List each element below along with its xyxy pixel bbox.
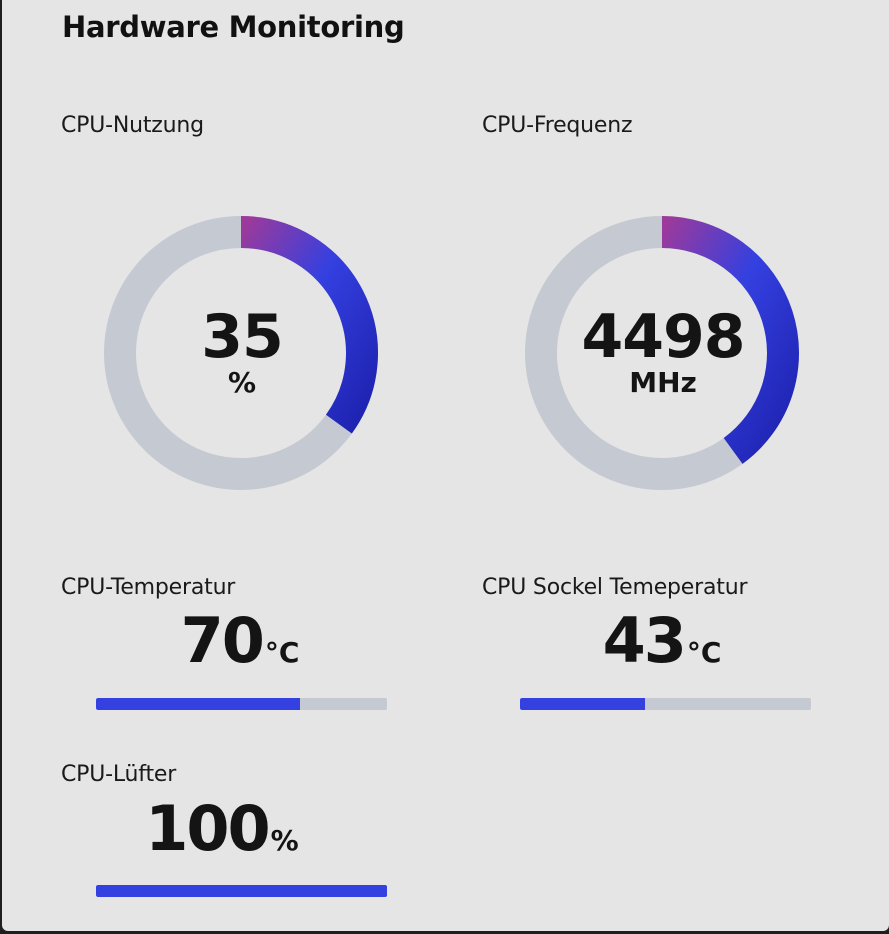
cpu-temperature-bar-fill bbox=[96, 698, 300, 710]
cpu-fan-readout: 100% bbox=[72, 792, 372, 865]
panel-title: Hardware Monitoring bbox=[62, 10, 405, 44]
socket-temperature-unit: °C bbox=[686, 636, 722, 669]
cpu-usage-gauge-arc bbox=[240, 216, 378, 434]
cpu-fan-bar bbox=[96, 885, 387, 897]
cpu-usage-value: 35 bbox=[201, 302, 283, 372]
cpu-temperature-readout: 70°C bbox=[90, 604, 390, 677]
cpu-fan-value: 100 bbox=[145, 792, 270, 865]
cpu-usage-readout: 35 % bbox=[102, 212, 382, 492]
cpu-usage-label: CPU-Nutzung bbox=[61, 113, 204, 138]
cpu-temperature-bar bbox=[96, 698, 387, 710]
cpu-usage-gauge: 35 % bbox=[102, 212, 382, 492]
cpu-frequency-gauge-arc bbox=[661, 216, 799, 464]
cpu-frequency-value: 4498 bbox=[581, 302, 746, 372]
cpu-usage-gauge-chart bbox=[104, 216, 378, 490]
cpu-fan-label: CPU-Lüfter bbox=[61, 762, 177, 787]
cpu-frequency-gauge: 4498 MHz bbox=[523, 212, 803, 492]
cpu-temperature-label: CPU-Temperatur bbox=[61, 575, 236, 600]
cpu-temperature-unit: °C bbox=[264, 636, 300, 669]
cpu-frequency-unit: MHz bbox=[629, 366, 697, 399]
cpu-usage-unit: % bbox=[227, 366, 257, 399]
cpu-fan-bar-fill bbox=[96, 885, 387, 897]
socket-temperature-bar bbox=[520, 698, 811, 710]
cpu-fan-unit: % bbox=[270, 824, 299, 857]
socket-temperature-value: 43 bbox=[602, 604, 687, 677]
cpu-temperature-value: 70 bbox=[180, 604, 265, 677]
cpu-frequency-label: CPU-Frequenz bbox=[482, 113, 633, 138]
cpu-frequency-gauge-chart bbox=[525, 216, 799, 490]
socket-temperature-label: CPU Sockel Temeperatur bbox=[482, 575, 748, 600]
socket-temperature-readout: 43°C bbox=[512, 604, 812, 677]
socket-temperature-bar-fill bbox=[520, 698, 646, 710]
cpu-frequency-readout: 4498 MHz bbox=[523, 212, 803, 492]
